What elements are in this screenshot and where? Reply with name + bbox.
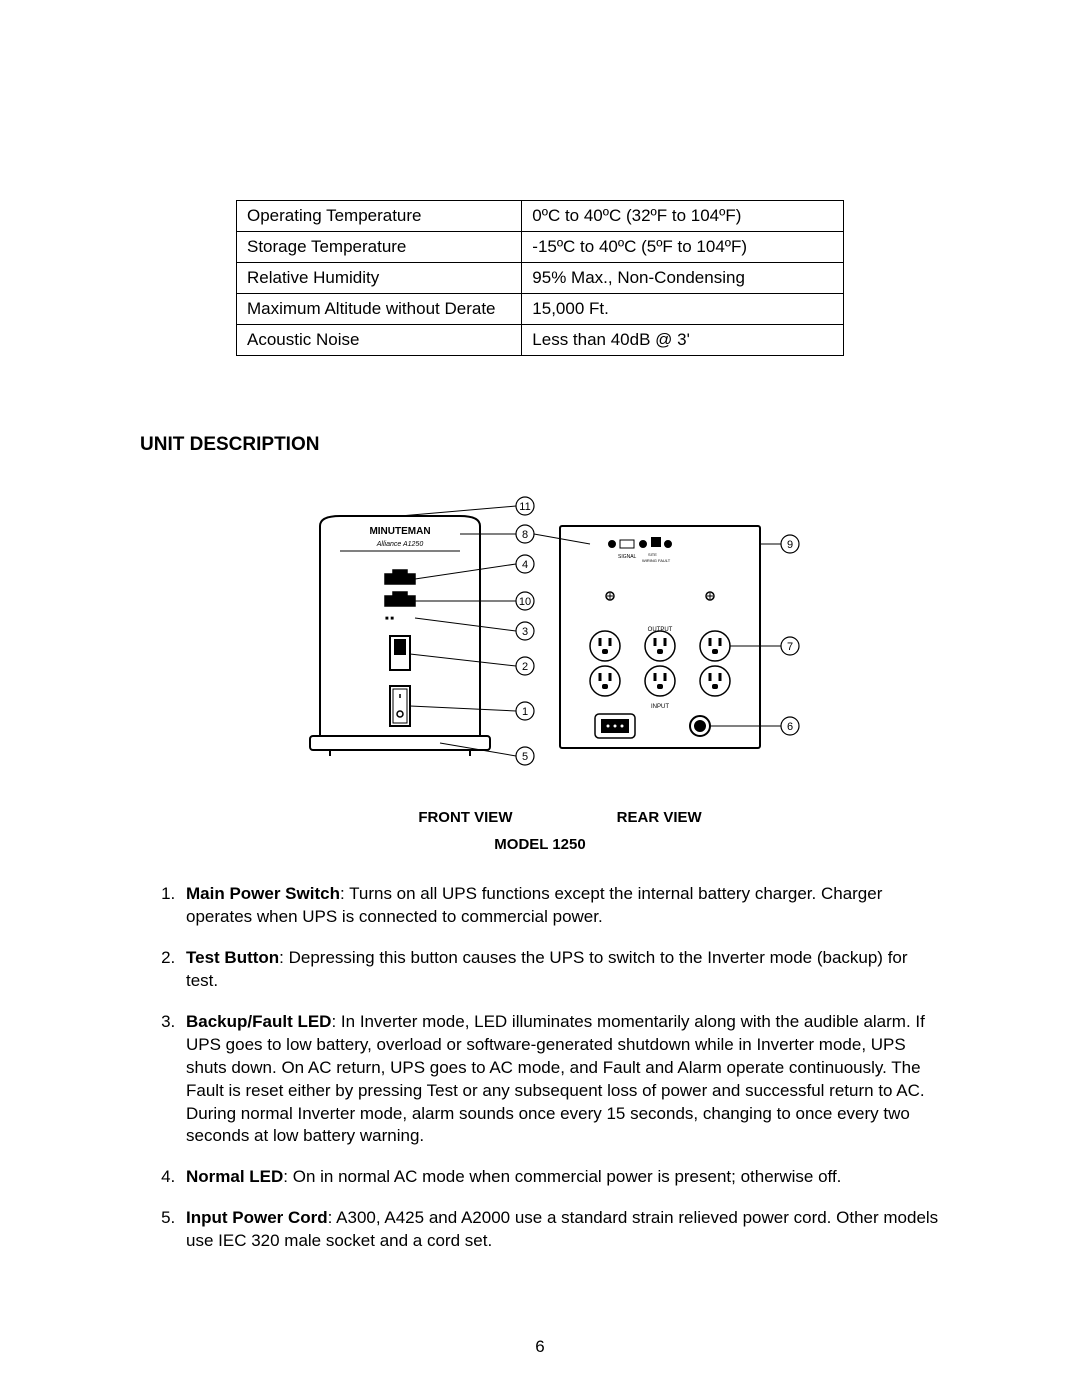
section-title: UNIT DESCRIPTION xyxy=(140,434,940,456)
spec-value: Less than 40dB @ 3' xyxy=(522,325,844,356)
rear-view-label: REAR VIEW xyxy=(617,809,702,826)
svg-text:3: 3 xyxy=(522,626,528,638)
svg-text:7: 7 xyxy=(787,641,793,653)
item-label: Backup/Fault LED xyxy=(186,1012,331,1031)
spec-value: 0ºC to 40ºC (32ºF to 104ºF) xyxy=(522,201,844,232)
svg-text:11: 11 xyxy=(519,501,530,513)
item-text: : On in normal AC mode when commercial p… xyxy=(283,1167,841,1186)
table-row: Operating Temperature0ºC to 40ºC (32ºF t… xyxy=(237,201,844,232)
list-item: Input Power Cord: A300, A425 and A2000 u… xyxy=(180,1207,940,1253)
model-label: MODEL 1250 xyxy=(140,836,940,853)
spec-label: Maximum Altitude without Derate xyxy=(237,294,522,325)
svg-text:INPUT: INPUT xyxy=(651,704,669,710)
svg-text:SITE: SITE xyxy=(648,552,657,557)
unit-diagram: MINUTEMAN Alliance A1250 ■ ■ xyxy=(140,486,940,853)
table-row: Storage Temperature-15ºC to 40ºC (5ºF to… xyxy=(237,232,844,263)
list-item: Test Button: Depressing this button caus… xyxy=(180,947,940,993)
svg-text:WIRING FAULT: WIRING FAULT xyxy=(642,558,671,563)
svg-text:6: 6 xyxy=(787,721,793,733)
svg-text:■ ■: ■ ■ xyxy=(385,616,394,622)
specs-table: Operating Temperature0ºC to 40ºC (32ºF t… xyxy=(236,200,844,356)
item-label: Input Power Cord xyxy=(186,1208,328,1227)
front-view-label: FRONT VIEW xyxy=(418,809,512,826)
page-number: 6 xyxy=(0,1337,1080,1357)
spec-value: -15ºC to 40ºC (5ºF to 104ºF) xyxy=(522,232,844,263)
svg-text:8: 8 xyxy=(522,529,528,541)
svg-text:OUTPUT: OUTPUT xyxy=(648,627,673,633)
spec-label: Operating Temperature xyxy=(237,201,522,232)
svg-text:10: 10 xyxy=(519,596,531,608)
svg-text:1: 1 xyxy=(522,706,528,718)
item-label: Test Button xyxy=(186,948,279,967)
list-item: Main Power Switch: Turns on all UPS func… xyxy=(180,883,940,929)
svg-text:2: 2 xyxy=(522,661,528,673)
svg-text:9: 9 xyxy=(787,539,793,551)
item-text: : Depressing this button causes the UPS … xyxy=(186,948,908,990)
spec-value: 15,000 Ft. xyxy=(522,294,844,325)
item-label: Normal LED xyxy=(186,1167,283,1186)
svg-text:MINUTEMAN: MINUTEMAN xyxy=(369,526,430,537)
svg-text:SIGNAL: SIGNAL xyxy=(618,554,637,560)
svg-text:4: 4 xyxy=(522,559,528,571)
spec-label: Relative Humidity xyxy=(237,263,522,294)
item-text: : In Inverter mode, LED illuminates mome… xyxy=(186,1012,925,1146)
item-label: Main Power Switch xyxy=(186,884,340,903)
spec-value: 95% Max., Non-Condensing xyxy=(522,263,844,294)
table-row: Maximum Altitude without Derate15,000 Ft… xyxy=(237,294,844,325)
spec-label: Storage Temperature xyxy=(237,232,522,263)
description-list: Main Power Switch: Turns on all UPS func… xyxy=(140,883,940,1253)
table-row: Relative Humidity95% Max., Non-Condensin… xyxy=(237,263,844,294)
svg-text:Alliance A1250: Alliance A1250 xyxy=(376,541,424,548)
table-row: Acoustic NoiseLess than 40dB @ 3' xyxy=(237,325,844,356)
list-item: Normal LED: On in normal AC mode when co… xyxy=(180,1166,940,1189)
list-item: Backup/Fault LED: In Inverter mode, LED … xyxy=(180,1011,940,1149)
spec-label: Acoustic Noise xyxy=(237,325,522,356)
svg-text:5: 5 xyxy=(522,751,528,763)
